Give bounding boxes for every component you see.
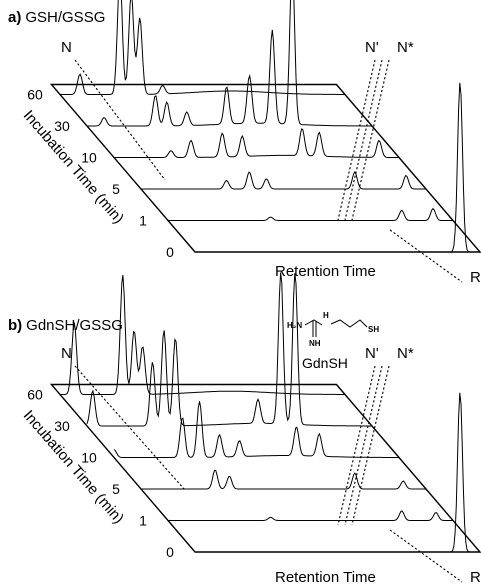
- trace-10: [113, 401, 399, 458]
- compound-label: GdnSH: [302, 355, 348, 371]
- trace-10: [114, 128, 399, 158]
- x-axis-label: Retention Time: [275, 263, 376, 280]
- peak-marker: N: [61, 345, 72, 362]
- peak-marker: N': [365, 345, 379, 362]
- peak-marker: N*: [397, 345, 414, 362]
- x-axis-label: Retention Time: [275, 569, 376, 586]
- trace-1: [168, 510, 453, 521]
- guide-line: [351, 59, 390, 221]
- atom-label: H₂N: [287, 321, 302, 330]
- series-tick-label: 10: [81, 450, 97, 466]
- trace-30: [86, 272, 372, 427]
- series-tick-label: 30: [54, 118, 70, 134]
- trace-30: [87, 0, 372, 127]
- bond: [304, 319, 323, 326]
- guide-line: [344, 59, 383, 221]
- trace-0: [195, 82, 480, 253]
- series-tick-label: 1: [139, 213, 147, 229]
- guide-line: [337, 365, 376, 526]
- series-tick-label: 0: [166, 244, 174, 260]
- guide-line: [389, 229, 463, 283]
- plot-frame: [49, 83, 481, 253]
- series-tick-label: 30: [54, 418, 70, 434]
- x-end-label: R: [470, 569, 481, 586]
- series-tick-label: 5: [112, 481, 120, 497]
- guide-line: [337, 59, 376, 221]
- guide-line: [389, 529, 463, 583]
- series-tick-label: 0: [166, 544, 174, 560]
- x-end-label: R: [470, 269, 481, 286]
- compound-structure: H₂N H NH SH GdnSH: [287, 311, 379, 371]
- guide-line: [344, 365, 383, 526]
- trace-1: [168, 208, 453, 221]
- y-axis-label: Incubation Time (min): [20, 407, 127, 527]
- panel-title: a) GSH/GSSG: [8, 9, 105, 26]
- peak-marker: N*: [397, 39, 414, 56]
- trace-60: [60, 274, 345, 395]
- panel-letter: b): [8, 317, 22, 334]
- guide-line: [351, 365, 390, 526]
- peak-marker: N': [365, 39, 379, 56]
- y-axis-label: Incubation Time (min): [20, 107, 127, 227]
- plot-frame: [49, 383, 481, 553]
- bond: [330, 319, 368, 328]
- series-tick-label: 60: [27, 387, 43, 403]
- atom-label: SH: [368, 325, 379, 334]
- trace-5: [141, 469, 426, 490]
- trace-5: [141, 171, 426, 190]
- bond: [312, 320, 317, 337]
- series-tick-label: 1: [139, 513, 147, 529]
- series-tick-label: 60: [27, 87, 43, 103]
- panel-title: b) GdnSH/GSSG: [8, 317, 123, 334]
- peak-marker: N: [61, 39, 72, 56]
- trace-0: [195, 392, 480, 553]
- guide-line: [74, 365, 186, 491]
- series-tick-label: 5: [112, 181, 120, 197]
- panel-b: b) GdnSH/GSSG 0 1 5 10 30 60 N N' N* Retention Time…: [8, 272, 481, 586]
- trace-60: [60, 0, 345, 95]
- panel-title-text: GSH/GSSG: [25, 9, 105, 26]
- guide-line: [74, 59, 166, 181]
- panel-letter: a): [8, 9, 21, 26]
- series-tick-label: 10: [81, 150, 97, 166]
- panel-a: a) GSH/GSSG 0 1 5 10 30 60 N N' N* Retention Time R I…: [8, 0, 481, 286]
- atom-label: NH: [309, 339, 321, 348]
- atom-label: H: [323, 311, 329, 320]
